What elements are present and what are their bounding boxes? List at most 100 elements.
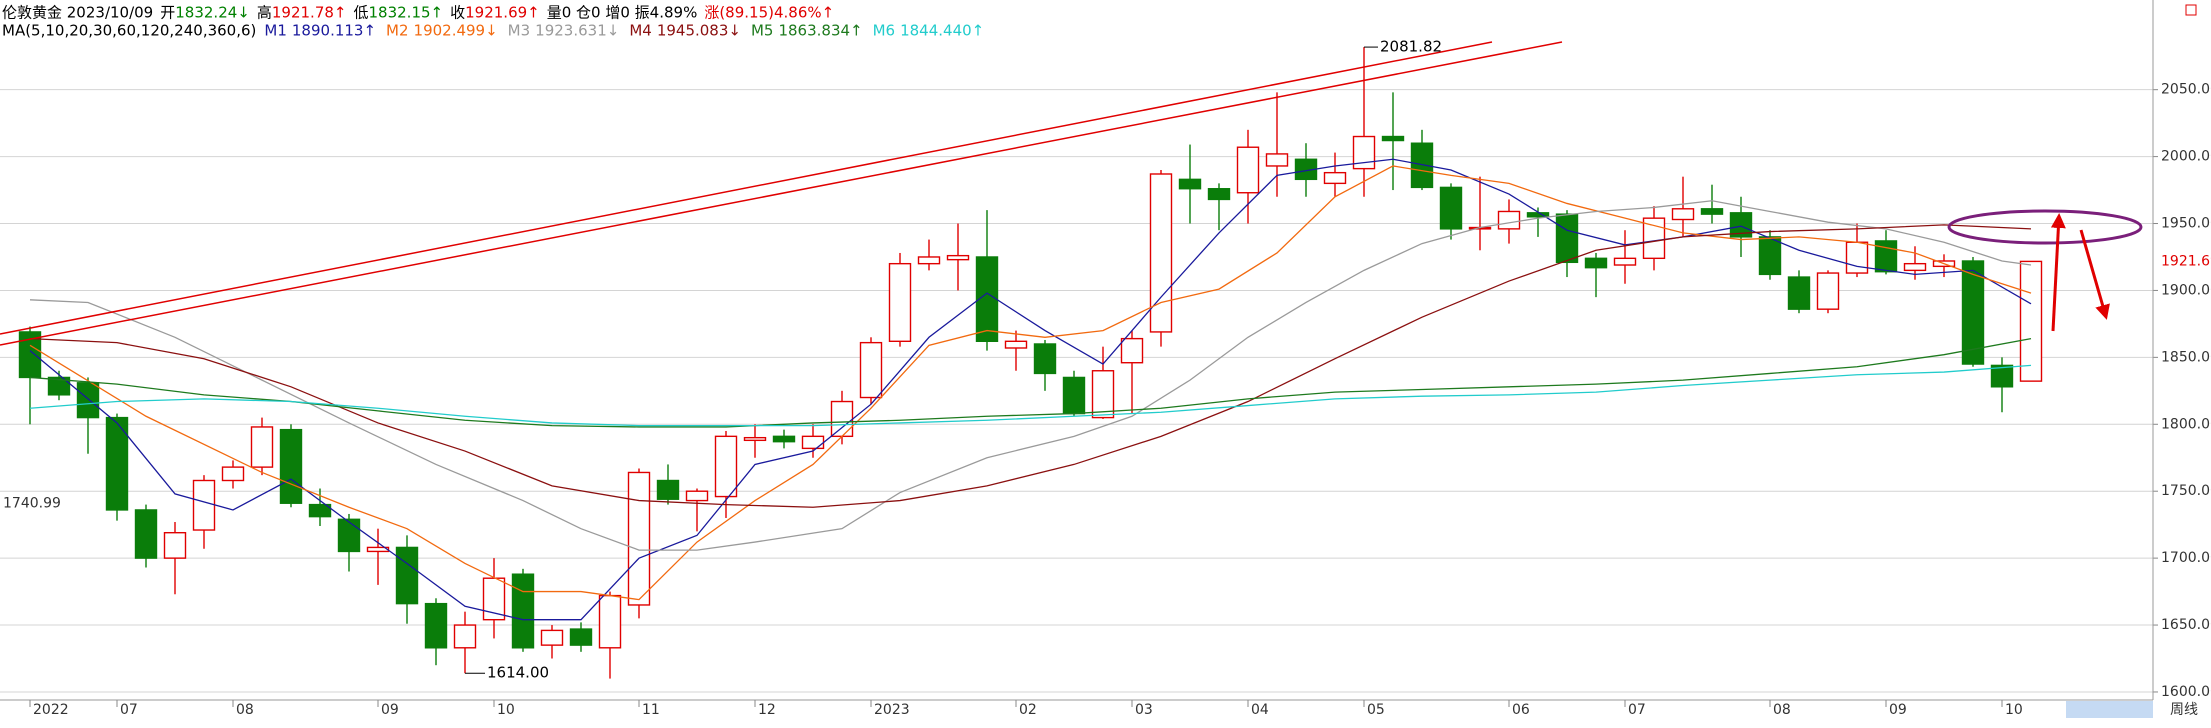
candle-body	[1903, 262, 1927, 272]
header-text: 收	[450, 4, 465, 22]
candle-body	[366, 546, 390, 553]
candle-body	[1816, 272, 1840, 310]
y-tick-label: 1650.00	[2161, 617, 2211, 633]
header-text: M6	[873, 22, 896, 40]
candle-body	[714, 435, 738, 498]
candle-body	[1207, 188, 1231, 201]
x-tick-label: 09	[1889, 702, 1907, 718]
candle-body	[743, 436, 767, 442]
candle-body	[598, 594, 622, 649]
candle-body	[76, 382, 100, 419]
candle-body	[1149, 173, 1173, 333]
candle-body	[917, 256, 941, 265]
candle-body	[1352, 135, 1376, 170]
annotation-label: 1614.00	[487, 664, 549, 682]
header-text: 高	[257, 4, 272, 22]
candle-body	[772, 435, 796, 443]
y-tick-label: 1750.00	[2161, 483, 2211, 499]
candle-body	[1990, 364, 2014, 388]
header-text: 1890.113↑	[292, 22, 376, 40]
x-tick-label: 09	[381, 702, 399, 718]
candle-body	[685, 490, 709, 502]
candle-body	[337, 518, 361, 553]
y-tick-label: 1800.00	[2161, 416, 2211, 432]
header-text: M1	[264, 22, 287, 40]
candle-body	[859, 341, 883, 399]
y-tick-label: 2000.00	[2161, 149, 2211, 165]
header-text: 1902.499↓	[414, 22, 498, 40]
y-tick-label: 1600.00	[2161, 684, 2211, 700]
candle-body	[511, 573, 535, 649]
ma-line	[29, 165, 2032, 601]
up-arrow	[2050, 213, 2066, 332]
candle-body	[540, 629, 564, 646]
header-text: 1863.834↑	[778, 22, 862, 40]
candle-body	[1613, 257, 1637, 266]
header-text: 1832.24↓	[175, 4, 250, 22]
overlay: 2081.82 1614.00 1740.99 1921.69 周线 伦敦黄金 2023/…	[2, 4, 2211, 718]
header-text: 开	[160, 4, 175, 22]
y-tick-label: 1700.00	[2161, 550, 2211, 566]
candle-body	[308, 503, 332, 518]
candle-body	[1671, 208, 1695, 221]
candle-body	[2019, 260, 2043, 382]
drawings	[0, 4, 2197, 346]
ma-line	[29, 337, 2032, 428]
x-tick-label: 05	[1367, 702, 1385, 718]
period-button[interactable]: 周线	[2170, 702, 2198, 718]
candle-body	[395, 546, 419, 605]
price-marker: 1740.99	[3, 495, 61, 511]
x-tick-label: 2022	[33, 702, 69, 718]
candle-body	[1729, 212, 1753, 238]
header-text: 1923.631↓	[535, 22, 619, 40]
header-text: M5	[751, 22, 774, 40]
candle-body	[1700, 208, 1724, 215]
ma-line	[29, 158, 2032, 621]
candle-body	[1410, 142, 1434, 189]
y-tick-label: 2050.00	[2161, 82, 2211, 98]
period-bar	[2066, 701, 2153, 718]
candle-body	[18, 331, 42, 379]
x-tick-label: 11	[642, 702, 660, 718]
candle-body	[1497, 210, 1521, 230]
candle-body	[47, 376, 71, 396]
trend-line	[0, 41, 1493, 335]
header-text: M4	[629, 22, 652, 40]
header-text: 1921.69↑	[465, 4, 540, 22]
candle-body	[1120, 337, 1144, 364]
header-text: 涨(89.15)4.86%↑	[704, 4, 834, 22]
candle-body	[163, 531, 187, 559]
candle-body	[250, 426, 274, 468]
y-tick-label: 1950.00	[2161, 216, 2211, 232]
header-text: 1921.78↑	[272, 4, 347, 22]
candle-body	[1555, 213, 1579, 264]
candle-body	[192, 479, 216, 531]
x-tick-label: 07	[1628, 702, 1646, 718]
x-tick-label: 07	[120, 702, 138, 718]
candle-body	[888, 262, 912, 343]
x-tick-label: 10	[2005, 702, 2023, 718]
x-tick-label: 04	[1251, 702, 1269, 718]
candle-body	[1178, 178, 1202, 190]
candle-body	[1236, 146, 1260, 194]
candle-body	[1265, 153, 1289, 167]
candle-body	[830, 400, 854, 438]
x-tick-label: 08	[236, 702, 254, 718]
header-text: 低	[353, 4, 368, 22]
candle-body	[1439, 186, 1463, 230]
y-tick-label: 1850.00	[2161, 349, 2211, 365]
header-text: 1832.15↑	[369, 4, 444, 22]
x-tick-label: 12	[758, 702, 776, 718]
candle-body	[1033, 343, 1057, 375]
candle-body	[1961, 260, 1985, 365]
candle-body	[1845, 241, 1869, 274]
candle-body	[279, 428, 303, 504]
candle-body	[1091, 370, 1115, 419]
x-tick-label: 10	[497, 702, 515, 718]
down-arrow	[2079, 229, 2110, 320]
candle-body	[946, 254, 970, 261]
